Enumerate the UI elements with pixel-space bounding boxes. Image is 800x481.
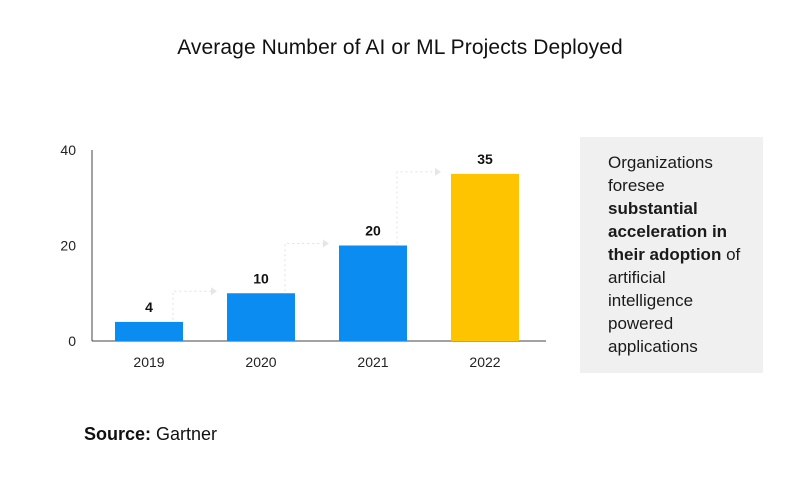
bar-2019 <box>115 321 183 341</box>
bar-2021 <box>339 245 407 341</box>
y-tick-label: 0 <box>68 333 76 349</box>
growth-connector <box>284 243 327 292</box>
growth-connector <box>396 171 439 244</box>
y-tick-label: 20 <box>60 238 76 254</box>
growth-arrow-icon <box>323 239 329 248</box>
data-label-2019: 4 <box>145 299 153 315</box>
x-tick-label-2022: 2022 <box>469 354 500 370</box>
insight-callout: Organizations foresee substantial accele… <box>580 137 763 373</box>
source-label: Source: <box>84 424 152 444</box>
callout-text-emphasis: substantial acceleration in their adopti… <box>608 199 728 264</box>
callout-text-post: of artificial intelligence powered appli… <box>608 245 741 356</box>
y-tick-label: 40 <box>60 142 76 158</box>
bar-2020 <box>227 293 295 341</box>
source-credit: Source: Gartner <box>84 424 217 445</box>
data-label-2021: 20 <box>365 223 381 239</box>
growth-connector <box>172 290 215 320</box>
callout-text-pre: Organizations foresee <box>608 153 713 195</box>
chart-title: Average Number of AI or ML Projects Depl… <box>177 36 623 59</box>
source-value: Gartner <box>151 424 218 444</box>
data-label-2020: 10 <box>253 270 269 286</box>
growth-arrow-icon <box>211 287 217 296</box>
growth-arrow-icon <box>435 167 441 176</box>
data-label-2022: 35 <box>477 151 493 167</box>
bar-2022 <box>451 173 519 341</box>
x-tick-label-2019: 2019 <box>133 354 164 370</box>
x-tick-label-2020: 2020 <box>245 354 276 370</box>
x-tick-label-2021: 2021 <box>357 354 388 370</box>
